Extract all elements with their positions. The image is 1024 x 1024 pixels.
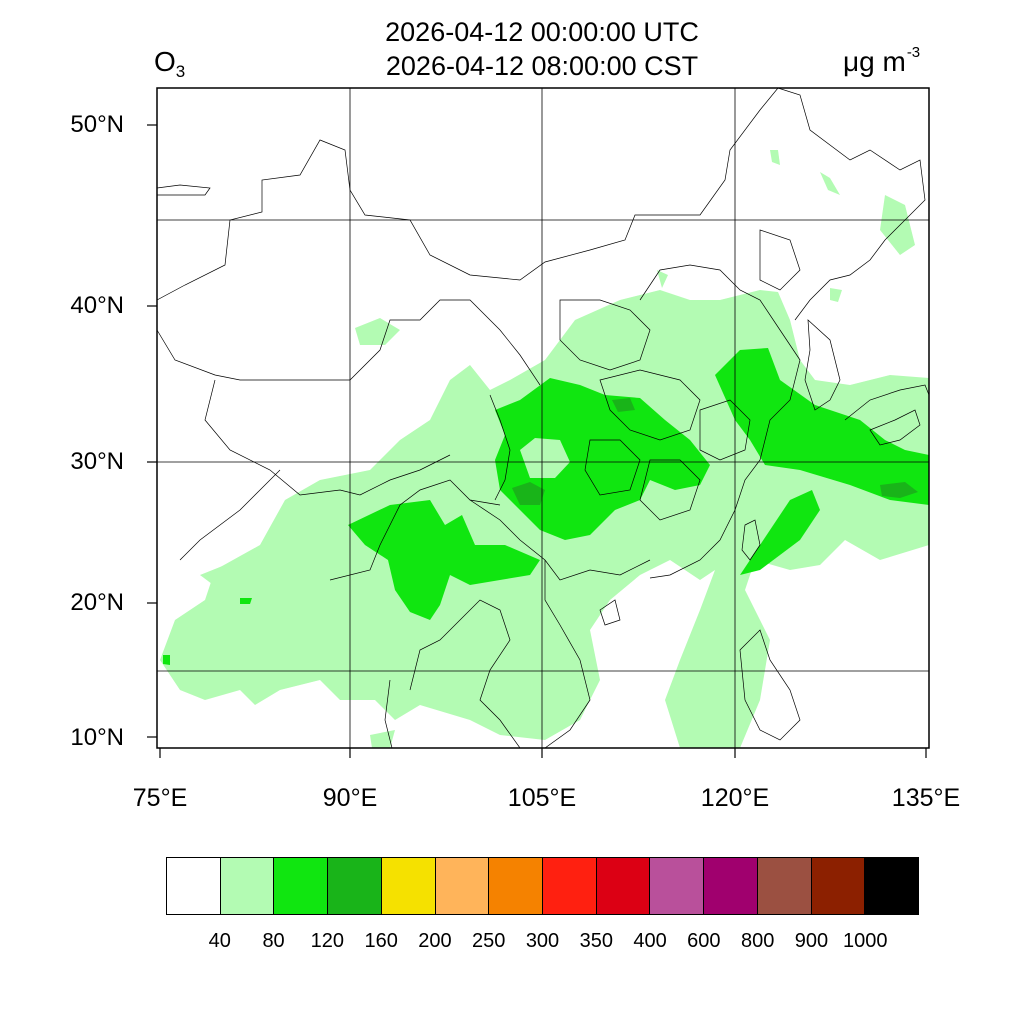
- lon-ticks: [159, 748, 927, 758]
- map-frame: [156, 87, 930, 749]
- colorbar-tick-label: 800: [740, 930, 775, 952]
- colorbar-tick-label: 80: [262, 930, 285, 952]
- units-label: μg m-3: [843, 44, 921, 77]
- colorbar-cell: [596, 858, 651, 914]
- colorbar-cell: [811, 858, 866, 914]
- lon-label-135: 135°E: [891, 784, 961, 812]
- colorbar-cell: [865, 858, 919, 914]
- lat-label-10: 10°N: [70, 724, 124, 751]
- title-utc: 2026-04-12 00:00:00 UTC: [385, 17, 699, 47]
- colorbar-tick-label: 120: [310, 930, 345, 952]
- lat-label-30: 30°N: [70, 448, 124, 475]
- colorbar-cell: [274, 858, 329, 914]
- colorbar-tick-label: 400: [633, 930, 667, 952]
- colorbar-tick-label: 160: [364, 930, 398, 952]
- colorbar-cell: [489, 858, 544, 914]
- lat-label-50: 50°N: [70, 111, 124, 138]
- o3-hole: [520, 438, 570, 478]
- variable-label: O3: [154, 46, 186, 81]
- colorbar: [166, 857, 919, 915]
- o3-level-80-120: [163, 348, 929, 665]
- colorbar-tick-label: 200: [418, 930, 452, 952]
- colorbar-tick-label: 350: [579, 930, 613, 952]
- colorbar-tick-label: 250: [472, 930, 506, 952]
- colorbar-cell: [650, 858, 705, 914]
- lon-label-105: 105°E: [507, 784, 577, 812]
- colorbar-tick-label: 1000: [842, 930, 888, 952]
- colorbar-cell: [757, 858, 812, 914]
- lon-label-120: 120°E: [700, 784, 770, 812]
- colorbar-cell: [220, 858, 275, 914]
- title-cst: 2026-04-12 08:00:00 CST: [385, 51, 699, 81]
- colorbar-cell: [435, 858, 490, 914]
- colorbar-cell: [167, 858, 221, 914]
- colorbar-cell: [328, 858, 382, 914]
- lat-label-40: 40°N: [70, 292, 124, 319]
- lat-ticks: [147, 124, 157, 738]
- lon-label-75: 75°E: [132, 784, 188, 812]
- o3-level-120-160: [512, 398, 918, 505]
- colorbar-cell: [543, 858, 597, 914]
- lat-label-20: 20°N: [70, 589, 124, 616]
- grid-lines: [157, 88, 929, 748]
- colorbar-tick-label: 900: [794, 930, 829, 952]
- colorbar-tick-label: 300: [525, 930, 560, 952]
- colorbar-cell: [704, 858, 758, 914]
- colorbar-tick-label: 600: [687, 930, 721, 952]
- boundaries: [157, 88, 929, 748]
- lon-label-90: 90°E: [322, 784, 378, 812]
- colorbar-tick-label: 40: [208, 930, 231, 952]
- colorbar-cell: [381, 858, 436, 914]
